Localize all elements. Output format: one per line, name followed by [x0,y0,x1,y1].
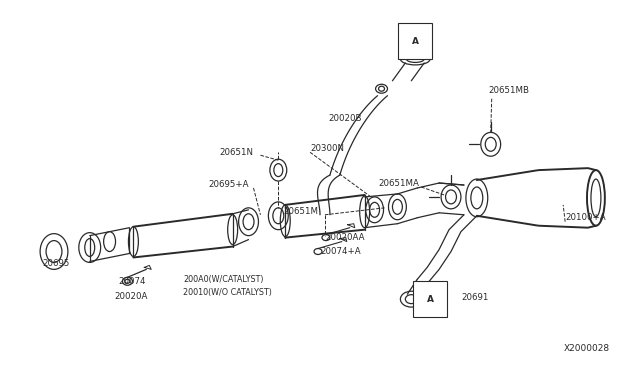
Text: 20074: 20074 [118,277,146,286]
Text: 20010(W/O CATALYST): 20010(W/O CATALYST) [183,288,272,297]
Text: 20695+A: 20695+A [208,180,248,189]
Text: 20020A: 20020A [115,292,148,301]
Text: A: A [412,36,419,46]
Text: 200A0(W/CATALYST): 200A0(W/CATALYST) [183,275,264,284]
Text: 20651MA: 20651MA [378,179,419,187]
Text: 20074+A: 20074+A [320,247,360,256]
Text: X2000028: X2000028 [564,344,610,353]
Text: 20695: 20695 [42,259,70,268]
Text: 20100+A: 20100+A [565,213,606,222]
Text: 20651MB: 20651MB [489,86,530,95]
Text: A: A [427,295,434,304]
Text: 20300N: 20300N [310,144,344,153]
Text: 20020B: 20020B [328,114,362,123]
Text: 20691: 20691 [461,293,488,302]
Text: 20651N: 20651N [220,148,253,157]
Text: 20020AA: 20020AA [325,233,364,242]
Text: 20651M: 20651M [283,207,318,216]
